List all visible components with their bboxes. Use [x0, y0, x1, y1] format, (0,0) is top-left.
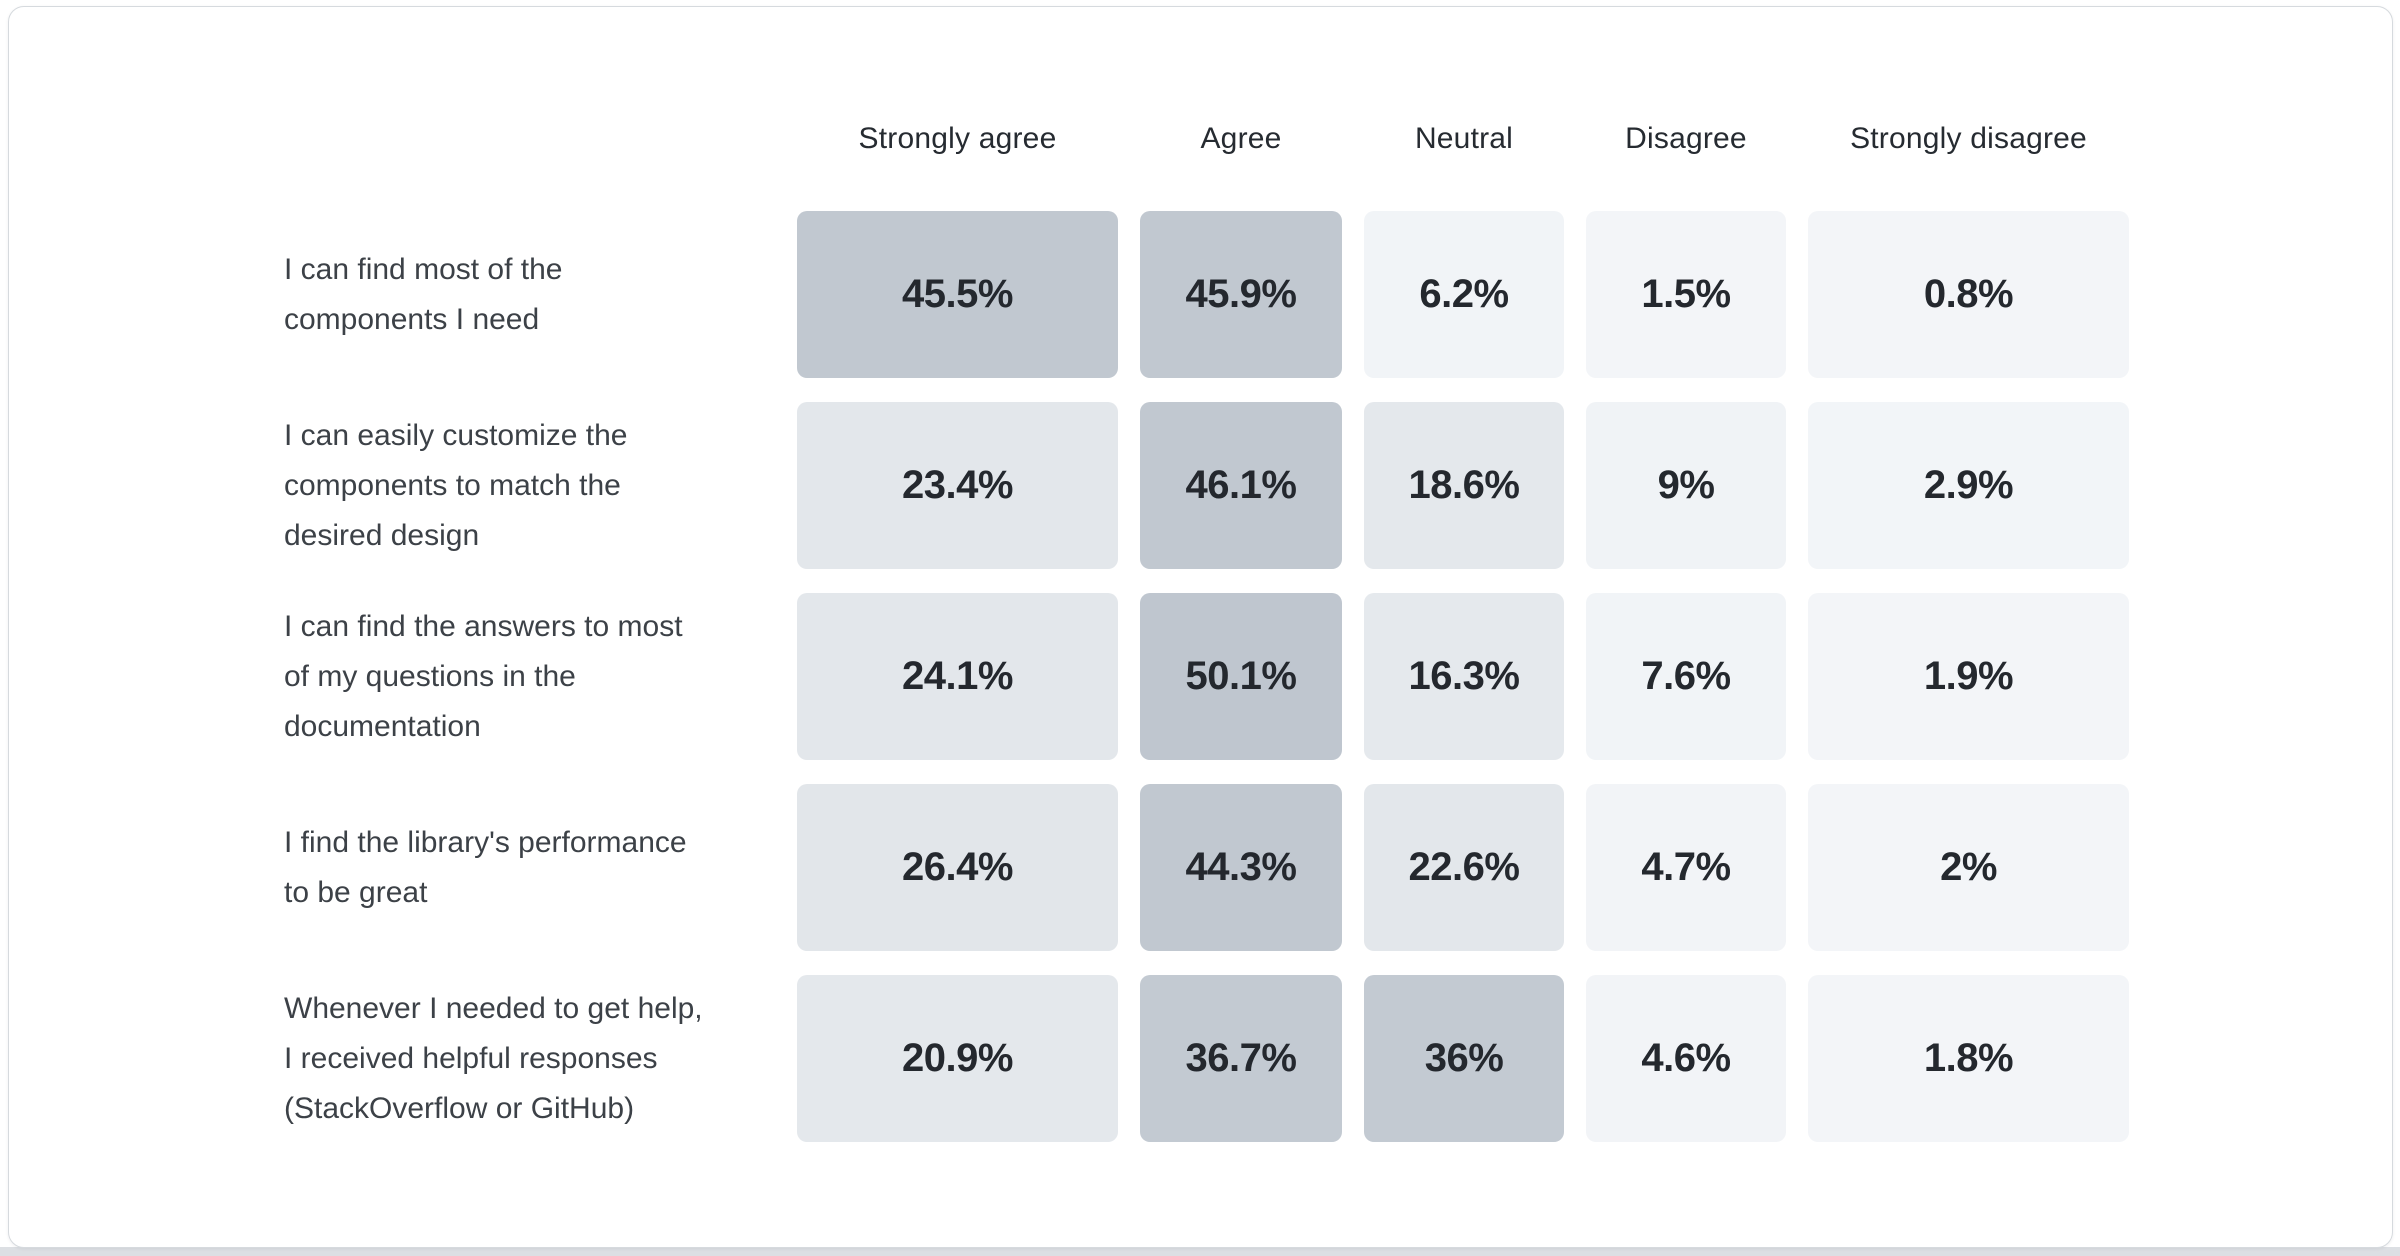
column-header-neutral: Neutral	[1414, 122, 1514, 155]
heatmap-cell: 26.4%	[797, 784, 1118, 951]
heatmap-cell: 1.5%	[1586, 211, 1786, 378]
heatmap-cell: 9%	[1586, 402, 1786, 569]
heatmap-cell: 2%	[1808, 784, 2129, 951]
heatmap-cell: 16.3%	[1364, 593, 1564, 760]
row-label-customize-components: I can easily customize the components to…	[284, 418, 628, 552]
heatmap-cell: 6.2%	[1364, 211, 1564, 378]
heatmap-cell: 36.7%	[1140, 975, 1342, 1142]
row-label-helpful-responses: Whenever I needed to get help, I receive…	[284, 991, 703, 1125]
likert-heatmap-table: Strongly agree Agree Neutral Disagree St…	[275, 91, 2129, 1142]
column-header-disagree: Disagree	[1625, 122, 1747, 155]
heatmap-cell: 23.4%	[797, 402, 1118, 569]
row-label-find-components: I can find most of the components I need	[284, 252, 563, 336]
column-header-strongly-disagree: Strongly disagree	[1850, 122, 2087, 155]
heatmap-cell: 4.6%	[1586, 975, 1786, 1142]
column-header-agree: Agree	[1200, 122, 1282, 155]
row-label-documentation-answers: I can find the answers to most of my que…	[284, 609, 683, 743]
heatmap-cell: 1.9%	[1808, 593, 2129, 760]
heatmap-cell: 46.1%	[1140, 402, 1342, 569]
heatmap-cell: 7.6%	[1586, 593, 1786, 760]
column-header-strongly-agree: Strongly agree	[858, 122, 1057, 155]
heatmap-cell: 4.7%	[1586, 784, 1786, 951]
heatmap-cell: 50.1%	[1140, 593, 1342, 760]
survey-results-card: Strongly agree Agree Neutral Disagree St…	[8, 6, 2393, 1248]
heatmap-cell: 45.9%	[1140, 211, 1342, 378]
header-spacer	[275, 91, 775, 187]
heatmap-cell: 2.9%	[1808, 402, 2129, 569]
heatmap-cell: 0.8%	[1808, 211, 2129, 378]
heatmap-cell: 1.8%	[1808, 975, 2129, 1142]
page-background-strip	[0, 1247, 2400, 1256]
heatmap-cell: 24.1%	[797, 593, 1118, 760]
heatmap-cell: 44.3%	[1140, 784, 1342, 951]
heatmap-cell: 22.6%	[1364, 784, 1564, 951]
heatmap-cell: 45.5%	[797, 211, 1118, 378]
row-label-performance: I find the library's performance to be g…	[284, 825, 687, 909]
heatmap-cell: 36%	[1364, 975, 1564, 1142]
heatmap-cell: 18.6%	[1364, 402, 1564, 569]
heatmap-cell: 20.9%	[797, 975, 1118, 1142]
